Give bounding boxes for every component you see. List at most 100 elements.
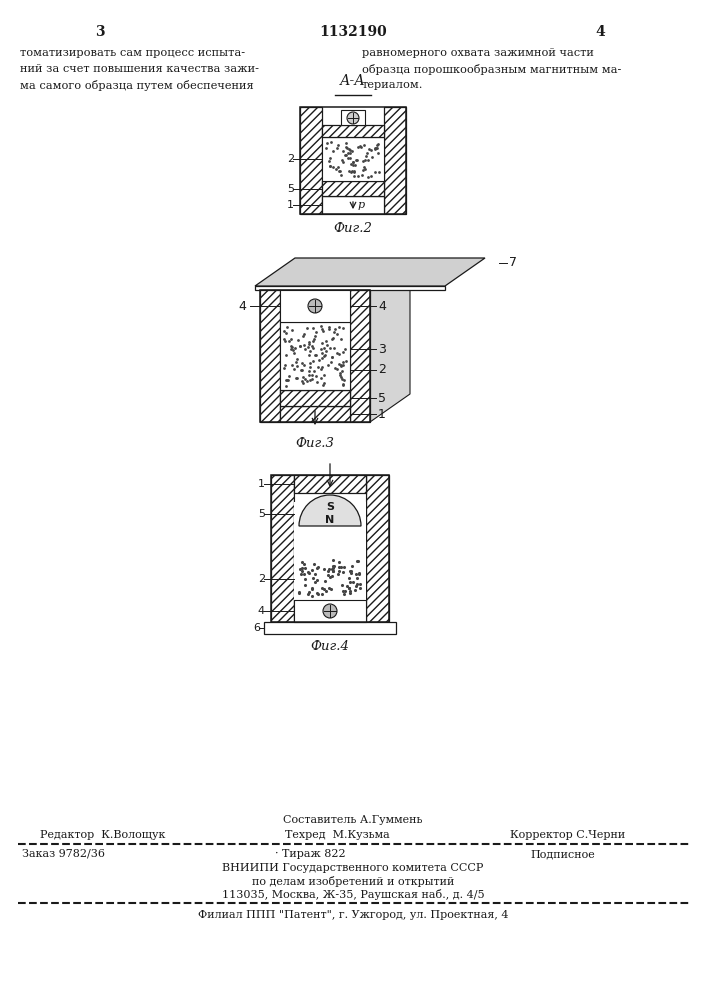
Point bbox=[289, 340, 300, 356]
Point bbox=[334, 346, 345, 362]
Point bbox=[341, 147, 352, 163]
Point bbox=[356, 139, 367, 155]
Point bbox=[326, 561, 337, 577]
Point bbox=[361, 148, 372, 164]
Point bbox=[357, 162, 368, 178]
Point bbox=[326, 349, 337, 365]
Point bbox=[370, 140, 381, 156]
Point bbox=[348, 574, 359, 590]
Text: равномерного охвата зажимной части: равномерного охвата зажимной части bbox=[362, 48, 594, 58]
Point bbox=[327, 563, 339, 579]
Text: 3: 3 bbox=[378, 343, 386, 356]
Point bbox=[338, 354, 349, 370]
Text: S: S bbox=[326, 502, 334, 512]
Point bbox=[303, 347, 315, 363]
Point bbox=[345, 565, 356, 581]
Point bbox=[341, 578, 352, 594]
Point bbox=[340, 135, 351, 151]
Point bbox=[312, 359, 324, 375]
Point bbox=[333, 559, 344, 575]
Text: Редактор  К.Волощук: Редактор К.Волощук bbox=[40, 830, 165, 840]
Point bbox=[344, 570, 355, 586]
Point bbox=[337, 154, 349, 170]
Text: р: р bbox=[335, 477, 342, 487]
Text: териалом.: териалом. bbox=[362, 80, 423, 90]
Bar bbox=[300, 107, 406, 214]
Point bbox=[286, 331, 297, 347]
Point bbox=[291, 351, 303, 367]
Point bbox=[306, 581, 317, 597]
Bar bbox=[264, 622, 396, 634]
Point bbox=[350, 152, 361, 168]
Point bbox=[326, 331, 337, 347]
Point bbox=[337, 376, 349, 392]
Point bbox=[320, 583, 332, 599]
Point bbox=[370, 140, 382, 156]
Point bbox=[335, 357, 346, 373]
Point bbox=[327, 330, 339, 346]
Point bbox=[304, 372, 315, 388]
Point bbox=[349, 164, 360, 180]
Point bbox=[309, 328, 320, 344]
Point bbox=[337, 357, 349, 373]
Point bbox=[307, 562, 318, 578]
Text: 2: 2 bbox=[258, 574, 265, 584]
Point bbox=[370, 141, 381, 157]
Point bbox=[337, 344, 349, 360]
Point bbox=[286, 338, 297, 354]
Point bbox=[320, 140, 332, 156]
Bar bbox=[260, 290, 370, 422]
Text: 3: 3 bbox=[95, 25, 105, 39]
Point bbox=[297, 375, 308, 391]
Point bbox=[317, 580, 328, 596]
Point bbox=[284, 368, 295, 384]
Point bbox=[344, 141, 355, 157]
Text: 4: 4 bbox=[238, 300, 246, 312]
Text: 7: 7 bbox=[509, 256, 517, 269]
Point bbox=[296, 554, 308, 570]
Text: по делам изобретений и открытий: по делам изобретений и открытий bbox=[252, 876, 454, 887]
Point bbox=[304, 343, 315, 359]
Point bbox=[317, 335, 328, 351]
Text: 2: 2 bbox=[378, 363, 386, 376]
Point bbox=[279, 323, 290, 339]
Point bbox=[355, 138, 366, 154]
Point bbox=[312, 560, 323, 576]
Point bbox=[280, 333, 291, 349]
Point bbox=[346, 558, 358, 574]
Point bbox=[306, 338, 317, 354]
Point bbox=[291, 370, 302, 386]
Point bbox=[345, 583, 356, 599]
Point bbox=[279, 357, 291, 373]
Text: Корректор С.Черни: Корректор С.Черни bbox=[510, 830, 625, 840]
Point bbox=[363, 141, 375, 157]
Point bbox=[325, 158, 336, 174]
Point bbox=[350, 566, 361, 582]
Point bbox=[351, 553, 363, 569]
Point bbox=[291, 354, 302, 370]
Point bbox=[310, 566, 321, 582]
Point bbox=[296, 566, 307, 582]
Point bbox=[321, 337, 332, 353]
Polygon shape bbox=[255, 286, 445, 290]
Point bbox=[324, 319, 335, 335]
Point bbox=[303, 336, 315, 352]
Point bbox=[303, 367, 315, 383]
Point bbox=[315, 361, 327, 377]
Point bbox=[307, 320, 318, 336]
Point bbox=[334, 367, 346, 383]
Point bbox=[324, 580, 335, 596]
Point bbox=[340, 139, 351, 155]
Point bbox=[279, 331, 290, 347]
Point bbox=[318, 375, 329, 391]
Text: Филиал ППП "Патент", г. Ужгород, ул. Проектная, 4: Филиал ППП "Патент", г. Ужгород, ул. Про… bbox=[198, 910, 508, 920]
Polygon shape bbox=[384, 107, 406, 214]
Point bbox=[335, 331, 346, 347]
Point bbox=[369, 164, 380, 180]
Point bbox=[324, 569, 335, 585]
Point bbox=[320, 333, 332, 349]
Bar bbox=[280, 290, 350, 322]
Point bbox=[322, 135, 333, 151]
Point bbox=[320, 347, 331, 363]
Point bbox=[288, 345, 300, 361]
